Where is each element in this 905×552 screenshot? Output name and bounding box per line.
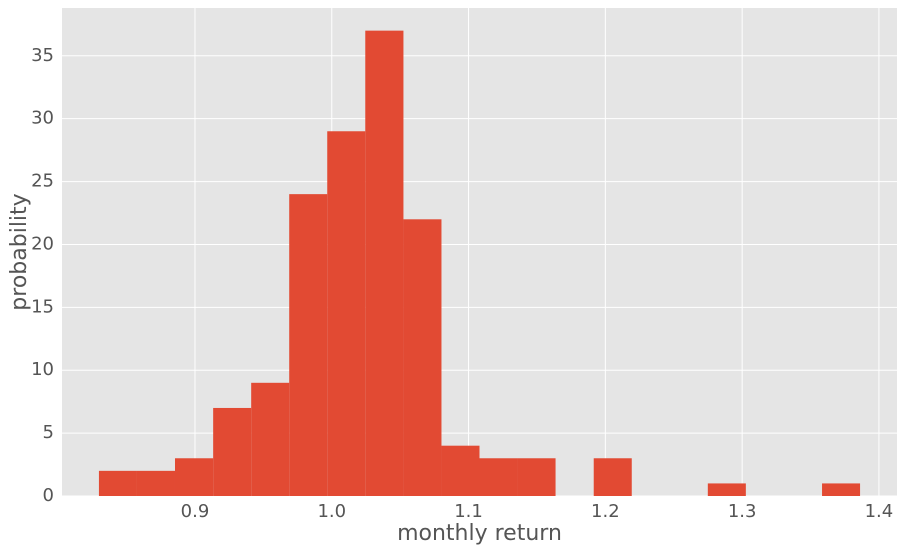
bar xyxy=(136,470,175,496)
bar xyxy=(707,483,746,496)
grid xyxy=(62,8,897,497)
bar xyxy=(213,407,252,496)
bar xyxy=(479,458,518,496)
y-axis-label: probability xyxy=(7,193,32,310)
y-tick-label: 10 xyxy=(31,359,54,380)
x-axis-label: monthly return xyxy=(397,521,562,546)
y-tick-label: 5 xyxy=(43,422,54,443)
x-tick-label: 1.1 xyxy=(454,501,483,522)
bar xyxy=(822,483,861,496)
x-tick-label: 1.4 xyxy=(865,501,894,522)
bar xyxy=(289,194,328,496)
x-tick-label: 0.9 xyxy=(181,501,210,522)
bar xyxy=(174,458,214,496)
y-tick-label: 0 xyxy=(43,485,54,506)
bar xyxy=(251,382,290,496)
y-tick-label: 15 xyxy=(31,296,54,317)
bar xyxy=(365,30,404,497)
y-tick-label: 25 xyxy=(31,171,54,192)
plot-area xyxy=(62,8,897,496)
x-tick-label: 1.3 xyxy=(728,501,757,522)
y-tick-label: 35 xyxy=(31,45,54,66)
bars xyxy=(98,30,861,497)
bar xyxy=(593,458,632,496)
bar xyxy=(327,131,366,496)
x-tick-label: 1.2 xyxy=(591,501,620,522)
bar xyxy=(403,219,442,497)
y-tick-label: 30 xyxy=(31,108,54,129)
bar xyxy=(517,458,556,496)
bar xyxy=(441,445,480,496)
x-tick-label: 1.0 xyxy=(317,501,346,522)
y-tick-label: 20 xyxy=(31,233,54,254)
bar xyxy=(98,470,137,496)
